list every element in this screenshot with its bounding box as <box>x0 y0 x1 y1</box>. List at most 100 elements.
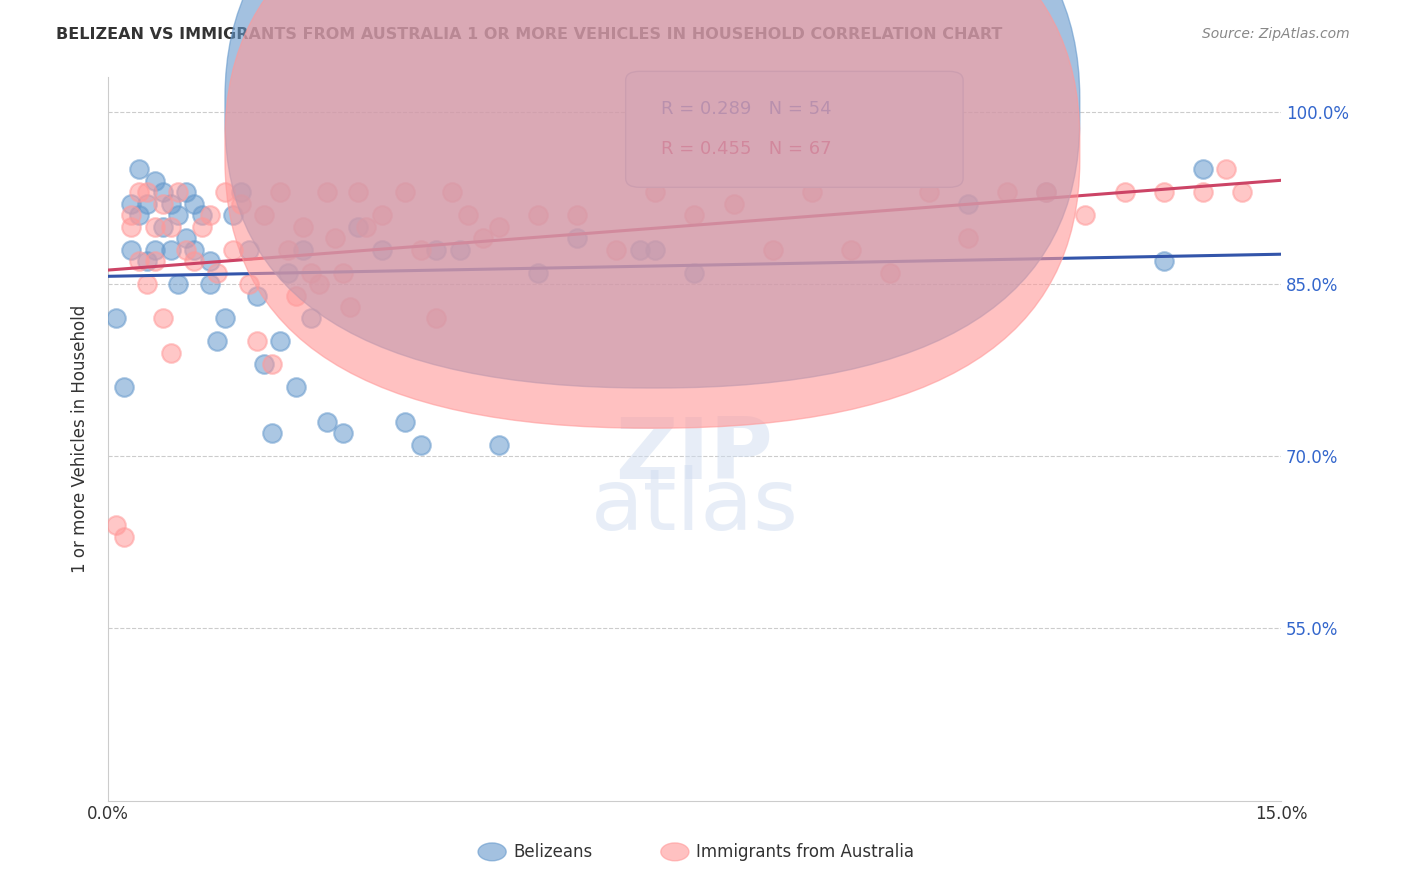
Point <box>238 243 260 257</box>
Text: Belizeans: Belizeans <box>513 843 592 861</box>
Point <box>253 208 276 222</box>
Point <box>159 346 181 360</box>
Point <box>354 219 377 234</box>
Point <box>238 277 260 291</box>
Point <box>174 231 197 245</box>
Point <box>245 288 267 302</box>
Point <box>120 208 142 222</box>
Point <box>800 186 823 200</box>
Point <box>449 243 471 257</box>
Point <box>198 254 221 268</box>
Point <box>269 334 291 349</box>
Point <box>191 208 214 222</box>
Point <box>214 186 236 200</box>
Point <box>370 208 392 222</box>
Point <box>995 186 1018 200</box>
Point <box>167 186 190 200</box>
Point <box>1191 186 1213 200</box>
Point <box>839 243 862 257</box>
Point <box>299 311 322 326</box>
Point <box>159 219 181 234</box>
Point <box>762 243 785 257</box>
Text: Source: ZipAtlas.com: Source: ZipAtlas.com <box>1202 27 1350 41</box>
Point <box>120 196 142 211</box>
Point <box>457 208 479 222</box>
Point <box>174 243 197 257</box>
Point <box>472 231 495 245</box>
Point <box>152 196 174 211</box>
Point <box>323 231 346 245</box>
Point <box>104 311 127 326</box>
Point <box>527 266 550 280</box>
Point <box>120 243 142 257</box>
Point <box>229 196 252 211</box>
Point <box>628 243 651 257</box>
Point <box>370 243 392 257</box>
Point <box>198 208 221 222</box>
Point <box>167 277 190 291</box>
Point <box>644 243 666 257</box>
Point <box>143 174 166 188</box>
Point <box>605 243 627 257</box>
Point <box>128 208 150 222</box>
Point <box>1230 186 1253 200</box>
Point <box>152 219 174 234</box>
Point <box>136 277 159 291</box>
Point <box>112 380 135 394</box>
Point <box>136 196 159 211</box>
Point <box>409 438 432 452</box>
Point <box>277 243 299 257</box>
Point <box>308 277 330 291</box>
Point <box>292 243 315 257</box>
Point <box>159 243 181 257</box>
Point <box>229 186 252 200</box>
Point <box>644 186 666 200</box>
Point <box>1153 186 1175 200</box>
Point <box>128 254 150 268</box>
Point <box>488 438 510 452</box>
Point <box>143 243 166 257</box>
Point <box>1074 208 1097 222</box>
Point <box>136 186 159 200</box>
Point <box>159 196 181 211</box>
Point <box>292 219 315 234</box>
Point <box>120 219 142 234</box>
Point <box>167 208 190 222</box>
Point <box>104 518 127 533</box>
Point <box>488 219 510 234</box>
Point <box>332 426 354 441</box>
Text: R = 0.289   N = 54: R = 0.289 N = 54 <box>661 100 831 118</box>
Point <box>957 231 980 245</box>
Point <box>128 186 150 200</box>
Point <box>879 266 901 280</box>
Point <box>277 266 299 280</box>
Point <box>284 288 307 302</box>
Point <box>136 254 159 268</box>
Point <box>425 243 447 257</box>
Point <box>1114 186 1136 200</box>
Point <box>207 266 229 280</box>
Point <box>299 266 322 280</box>
Point <box>183 196 205 211</box>
Point <box>152 311 174 326</box>
Text: ZIP: ZIP <box>616 414 773 497</box>
Point <box>394 415 416 429</box>
Text: R = 0.455   N = 67: R = 0.455 N = 67 <box>661 140 831 158</box>
Point <box>174 186 197 200</box>
Text: BELIZEAN VS IMMIGRANTS FROM AUSTRALIA 1 OR MORE VEHICLES IN HOUSEHOLD CORRELATIO: BELIZEAN VS IMMIGRANTS FROM AUSTRALIA 1 … <box>56 27 1002 42</box>
Point <box>152 186 174 200</box>
Point <box>143 219 166 234</box>
Point <box>918 186 941 200</box>
Point <box>269 186 291 200</box>
Point <box>394 186 416 200</box>
Point <box>339 300 361 314</box>
Point <box>262 426 284 441</box>
Point <box>191 219 214 234</box>
Point <box>183 243 205 257</box>
Point <box>683 208 706 222</box>
Point <box>222 208 245 222</box>
Point <box>527 208 550 222</box>
Point <box>723 196 745 211</box>
Point <box>347 219 370 234</box>
Point <box>198 277 221 291</box>
